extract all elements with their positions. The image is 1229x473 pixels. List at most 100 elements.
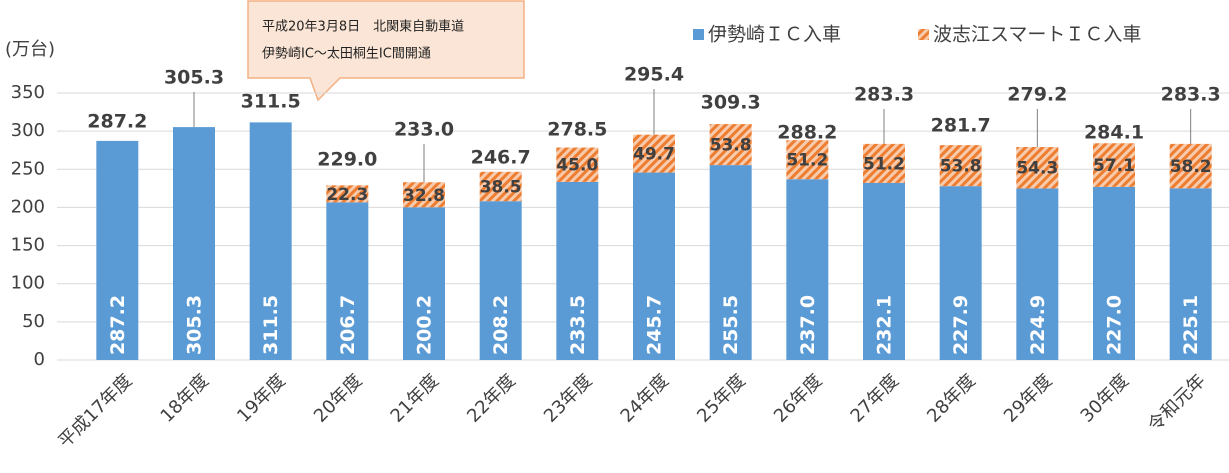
bar-segment <box>96 140 139 360</box>
value-label: 38.5 <box>480 177 522 197</box>
value-label: 245.7 <box>644 295 666 355</box>
total-label: 287.2 <box>87 111 147 133</box>
bar-segment <box>1093 143 1135 187</box>
bar-segment <box>786 140 829 180</box>
x-tick-label: 24年度 <box>617 370 674 427</box>
y-tick-label: 350 <box>11 82 45 103</box>
x-tick-label: 27年度 <box>847 370 904 427</box>
value-label: 206.7 <box>337 295 359 355</box>
value-label: 311.5 <box>260 295 282 355</box>
value-label: 224.9 <box>1027 295 1049 355</box>
value-label: 287.2 <box>107 295 129 355</box>
x-tick-label: 18年度 <box>157 370 214 427</box>
x-tick-label: 29年度 <box>1000 370 1057 427</box>
bar-segment <box>403 182 445 208</box>
total-label: 233.0 <box>394 119 454 141</box>
bar-segment <box>1169 143 1212 189</box>
total-label: 278.5 <box>547 119 607 141</box>
bar-segment <box>556 181 599 360</box>
x-tick-label: 30年度 <box>1077 370 1134 427</box>
bar-segment <box>863 182 905 360</box>
value-label: 305.3 <box>184 295 206 355</box>
x-tick-label: 令和元年 <box>1144 370 1210 436</box>
bar-segment <box>633 134 675 173</box>
value-label: 232.1 <box>874 295 896 355</box>
value-label: 57.1 <box>1093 156 1135 176</box>
bar-segment <box>1016 147 1059 189</box>
value-label: 255.5 <box>720 295 742 355</box>
bar-segment <box>1093 186 1135 360</box>
legend-label: 伊勢崎ＩＣ入車 <box>708 24 841 46</box>
total-label: 279.2 <box>1007 84 1067 106</box>
total-label: 311.5 <box>241 91 301 113</box>
value-label: 32.8 <box>403 186 445 206</box>
total-label: 309.3 <box>701 92 761 114</box>
value-label: 53.8 <box>940 157 982 177</box>
y-tick-label: 100 <box>11 273 45 294</box>
value-label: 51.2 <box>863 154 905 174</box>
value-label: 200.2 <box>414 295 436 355</box>
bar-segment <box>173 127 215 360</box>
x-tick-label: 22年度 <box>463 370 520 427</box>
bar-segment <box>633 172 675 360</box>
bar-segment <box>709 165 752 360</box>
legend-swatch <box>918 29 929 40</box>
value-label: 54.3 <box>1016 159 1058 179</box>
total-label: 281.7 <box>931 115 991 137</box>
legend-label: 波志江スマートＩＣ入車 <box>933 24 1141 46</box>
bar-segment <box>939 186 982 360</box>
value-label: 237.0 <box>797 295 819 355</box>
value-label: 227.9 <box>950 295 972 355</box>
value-label: 208.2 <box>490 295 512 355</box>
annotation: 伊勢崎IC～太田桐生IC間開通 <box>262 47 431 62</box>
x-tick-label: 20年度 <box>310 370 367 427</box>
total-label: 283.3 <box>1161 84 1221 106</box>
callout <box>247 0 525 102</box>
value-label: 225.1 <box>1180 295 1202 355</box>
y-tick-label: 300 <box>11 120 45 141</box>
bar-segment <box>479 201 522 360</box>
x-tick-label: 23年度 <box>540 370 597 427</box>
bar-segment <box>863 143 905 183</box>
total-label: 229.0 <box>317 149 377 171</box>
bar-segment <box>939 145 982 187</box>
bar-segment <box>326 202 369 360</box>
annotation: 平成20年3月8日 北関東自動車道 <box>262 19 464 35</box>
total-label: 288.2 <box>777 122 837 144</box>
value-label: 49.7 <box>633 145 675 165</box>
bar-segment <box>1016 188 1059 360</box>
y-tick-label: 200 <box>11 196 45 217</box>
x-tick-label: 19年度 <box>233 370 290 427</box>
total-label: 295.4 <box>624 64 684 86</box>
value-label: 58.2 <box>1170 157 1212 177</box>
bar-segment <box>786 179 829 360</box>
y-tick-label: 0 <box>34 349 45 370</box>
bar-segment <box>1169 188 1212 360</box>
value-label: 53.8 <box>710 136 752 156</box>
y-unit: (万台) <box>5 39 55 60</box>
value-label: 51.2 <box>786 151 828 171</box>
total-label: 305.3 <box>164 67 224 89</box>
bar-segment <box>479 171 522 202</box>
legend-swatch <box>693 29 704 40</box>
value-label: 227.0 <box>1104 295 1126 355</box>
bar-segment <box>403 207 445 360</box>
bar-segment <box>326 185 369 203</box>
total-label: 283.3 <box>854 84 914 106</box>
total-label: 246.7 <box>471 147 531 169</box>
value-label: 233.5 <box>567 295 589 355</box>
y-tick-label: 250 <box>11 158 45 179</box>
value-label: 45.0 <box>556 156 598 176</box>
bar-segment <box>709 124 752 166</box>
x-tick-label: 21年度 <box>387 370 444 427</box>
x-tick-label: 28年度 <box>923 370 980 427</box>
value-label: 22.3 <box>326 185 368 205</box>
y-tick-label: 50 <box>22 311 45 332</box>
bar-segment <box>556 147 599 182</box>
total-label: 284.1 <box>1084 122 1144 144</box>
bar-segment <box>249 122 292 361</box>
x-tick-label: 平成17年度 <box>54 370 136 452</box>
y-tick-label: 150 <box>11 235 45 256</box>
x-tick-label: 26年度 <box>770 370 827 427</box>
x-tick-label: 25年度 <box>693 370 750 427</box>
